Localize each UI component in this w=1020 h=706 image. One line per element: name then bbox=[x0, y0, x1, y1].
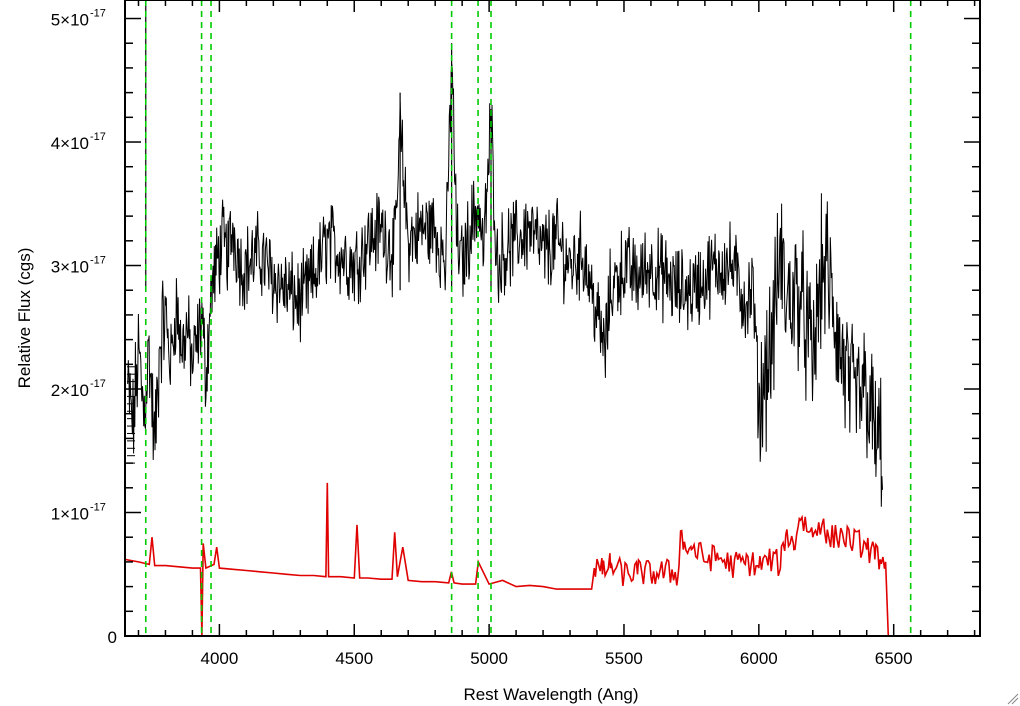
plot-layer bbox=[124, 0, 980, 637]
x-tick-label: 4000 bbox=[200, 649, 238, 668]
y-tick-exponent: -17 bbox=[90, 502, 106, 514]
x-tick-label: 5000 bbox=[470, 649, 508, 668]
y-tick-exponent: -17 bbox=[90, 378, 106, 390]
resize-grip-icon[interactable] bbox=[1007, 693, 1019, 705]
y-tick-exponent: -17 bbox=[90, 131, 106, 143]
y-axis-title: Relative Flux (cgs) bbox=[15, 248, 34, 389]
x-tick-label: 6000 bbox=[740, 649, 778, 668]
series-observed-line bbox=[127, 63, 883, 507]
y-tick-label: 0 bbox=[108, 628, 117, 647]
tick-layer bbox=[124, 0, 981, 637]
plot-frame bbox=[124, 0, 981, 637]
y-tick-label: 2×10 bbox=[51, 381, 89, 400]
x-axis-title: Rest Wavelength (Ang) bbox=[463, 685, 638, 704]
x-tick-label: 4500 bbox=[335, 649, 373, 668]
y-tick-label: 5×10 bbox=[51, 11, 89, 30]
y-tick-exponent: -17 bbox=[90, 8, 106, 20]
x-tick-label: 6500 bbox=[875, 649, 913, 668]
y-tick-label: 3×10 bbox=[51, 258, 89, 277]
y-tick-exponent: -17 bbox=[90, 255, 106, 267]
y-tick-label: 4×10 bbox=[51, 134, 89, 153]
x-tick-label: 5500 bbox=[605, 649, 643, 668]
y-tick-label: 1×10 bbox=[51, 505, 89, 524]
